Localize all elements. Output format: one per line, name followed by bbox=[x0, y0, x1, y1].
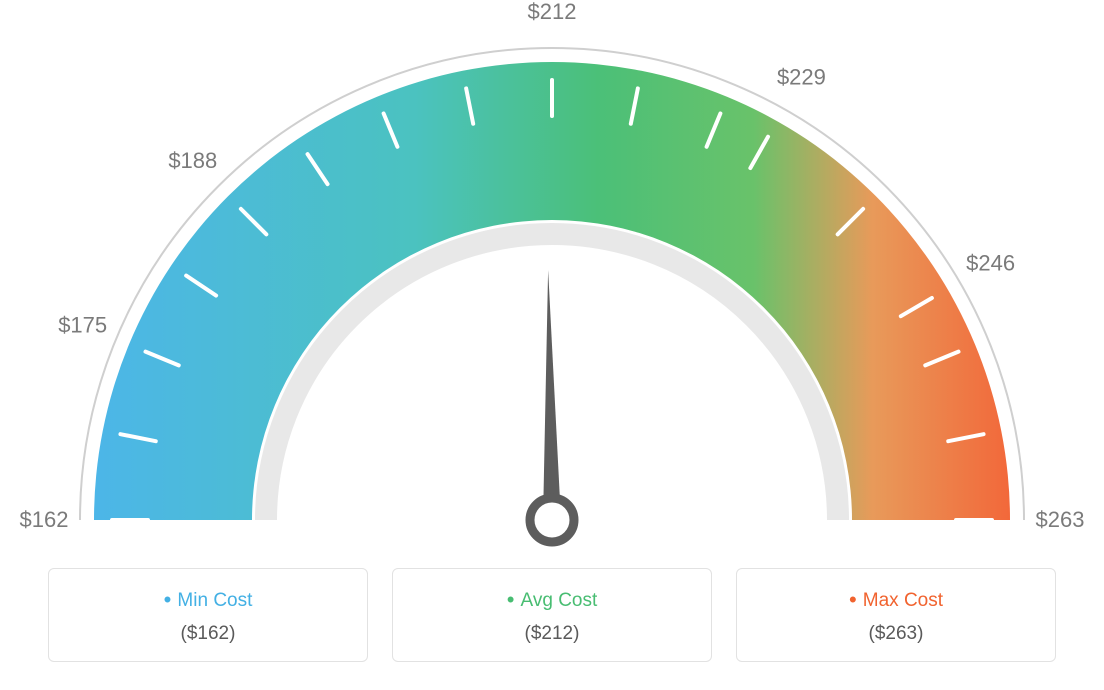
legend-title: Min Cost bbox=[59, 587, 357, 613]
gauge-tick-label: $212 bbox=[528, 0, 577, 24]
gauge-needle-hub bbox=[530, 498, 574, 542]
legend-value: ($263) bbox=[747, 623, 1045, 645]
gauge-tick-label: $188 bbox=[168, 148, 217, 173]
gauge-needle bbox=[543, 270, 561, 520]
gauge-tick-label: $246 bbox=[966, 251, 1015, 276]
legend-card: Max Cost ($263) bbox=[736, 568, 1056, 662]
gauge-svg: $162 $175 $188 $212 $229 $246 $263 bbox=[0, 0, 1104, 560]
legend-value: ($162) bbox=[59, 623, 357, 645]
gauge-tick-label: $175 bbox=[58, 313, 107, 338]
legend-title: Avg Cost bbox=[403, 587, 701, 613]
legend-card: Avg Cost ($212) bbox=[392, 568, 712, 662]
gauge-chart: $162 $175 $188 $212 $229 $246 $263 bbox=[0, 0, 1104, 560]
gauge-tick-label: $263 bbox=[1036, 507, 1085, 532]
gauge-tick-label: $162 bbox=[20, 507, 69, 532]
legend-row: Min Cost ($162) Avg Cost ($212) Max Cost ($26… bbox=[0, 568, 1104, 662]
legend-title: Max Cost bbox=[747, 587, 1045, 613]
gauge-tick-label: $229 bbox=[777, 64, 826, 89]
legend-card: Min Cost ($162) bbox=[48, 568, 368, 662]
legend-value: ($212) bbox=[403, 623, 701, 645]
